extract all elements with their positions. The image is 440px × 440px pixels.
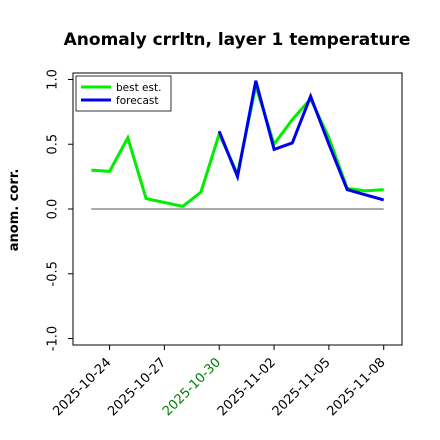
- y-tick-label: -0.5: [46, 261, 61, 286]
- y-tick-label: -1.0: [46, 326, 61, 351]
- legend: best est. forecast: [75, 75, 172, 112]
- x-tick-label: 2025-11-08: [325, 355, 389, 419]
- y-tick-label: 0.0: [46, 199, 61, 220]
- y-tick-label: 0.5: [46, 134, 61, 155]
- x-tick-label: 2025-11-05: [270, 355, 334, 419]
- legend-box: [75, 75, 172, 112]
- legend-label-best-est: best est.: [116, 82, 161, 94]
- axes: -1.0-0.50.00.51.02025-10-242025-10-27202…: [46, 69, 389, 419]
- chart-title: Anomaly crrltn, layer 1 temperature: [64, 30, 411, 50]
- y-tick-label: 1.0: [46, 69, 61, 90]
- y-axis-label: anom. corr.: [7, 169, 22, 252]
- legend-label-forecast: forecast: [116, 95, 158, 107]
- plot-area: [91, 80, 385, 210]
- series-line-1: [217, 80, 385, 202]
- x-tick-label: 2025-10-27: [105, 355, 169, 419]
